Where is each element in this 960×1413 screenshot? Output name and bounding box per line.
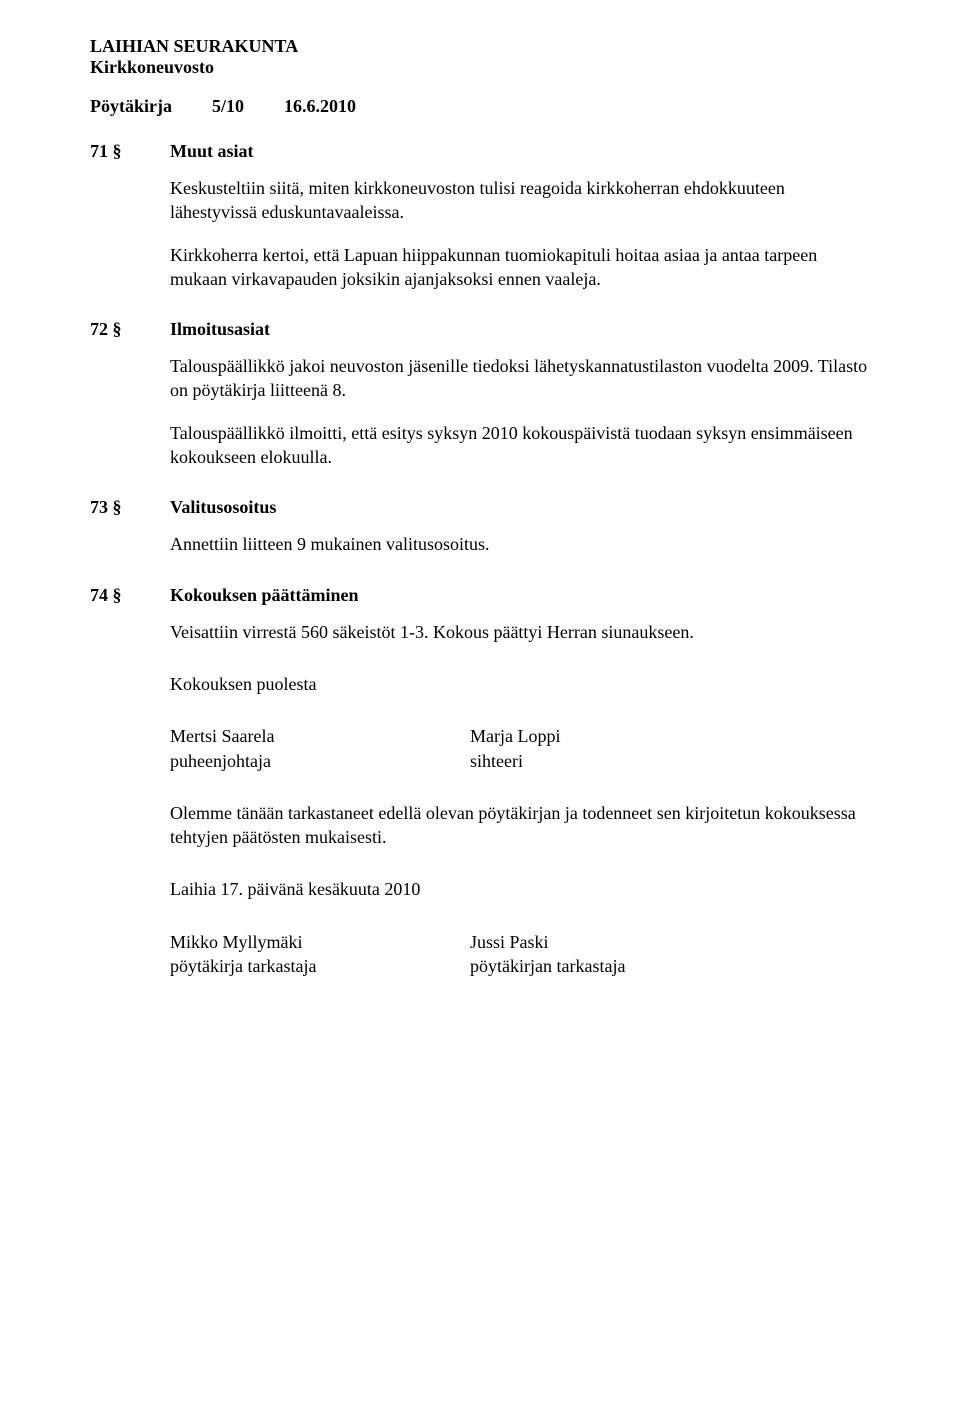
closing-on-behalf: Kokouksen puolesta	[170, 672, 870, 696]
section-paragraph: Talouspäällikkö ilmoitti, että esitys sy…	[170, 421, 870, 470]
section-title: Ilmoitusasiat	[170, 319, 270, 340]
section-number: 73 §	[90, 497, 170, 518]
section-title: Valitusosoitus	[170, 497, 276, 518]
section-title: Kokouksen päättäminen	[170, 585, 359, 606]
signer-name: Marja Loppi	[470, 724, 770, 748]
signature-row-1: Mertsi Saarela puheenjohtaja Marja Loppi…	[170, 724, 870, 773]
section-paragraph: Keskusteltiin siitä, miten kirkkoneuvost…	[170, 176, 870, 225]
signer-role: pöytäkirja tarkastaja	[170, 954, 470, 978]
attestation-text: Olemme tänään tarkastaneet edellä olevan…	[170, 801, 870, 850]
doc-number: 5/10	[212, 96, 244, 117]
section-paragraph: Annettiin liitteen 9 mukainen valitusoso…	[170, 532, 870, 556]
signature-row-2: Mikko Myllymäki pöytäkirja tarkastaja Ju…	[170, 930, 870, 979]
doc-type: Pöytäkirja	[90, 96, 172, 117]
document-page: LAIHIAN SEURAKUNTA Kirkkoneuvosto Pöytäk…	[0, 0, 960, 1066]
section-73: 73 § Valitusosoitus Annettiin liitteen 9…	[90, 497, 870, 556]
section-74: 74 § Kokouksen päättäminen Veisattiin vi…	[90, 585, 870, 644]
section-72: 72 § Ilmoitusasiat Talouspäällikkö jakoi…	[90, 319, 870, 469]
signer-name: Jussi Paski	[470, 930, 770, 954]
doc-meta: Pöytäkirja 5/10 16.6.2010	[90, 96, 870, 117]
section-71: 71 § Muut asiat Keskusteltiin siitä, mit…	[90, 141, 870, 291]
signer-name: Mertsi Saarela	[170, 724, 470, 748]
place-date: Laihia 17. päivänä kesäkuuta 2010	[170, 877, 870, 901]
section-number: 72 §	[90, 319, 170, 340]
section-number: 71 §	[90, 141, 170, 162]
org-suborg: Kirkkoneuvosto	[90, 57, 870, 78]
signer-role: pöytäkirjan tarkastaja	[470, 954, 770, 978]
section-paragraph: Kirkkoherra kertoi, että Lapuan hiippaku…	[170, 243, 870, 292]
section-title: Muut asiat	[170, 141, 254, 162]
org-name: LAIHIAN SEURAKUNTA	[90, 36, 870, 57]
signer-name: Mikko Myllymäki	[170, 930, 470, 954]
section-paragraph: Veisattiin virrestä 560 säkeistöt 1-3. K…	[170, 620, 870, 644]
signer-role: puheenjohtaja	[170, 749, 470, 773]
doc-date: 16.6.2010	[284, 96, 356, 117]
section-number: 74 §	[90, 585, 170, 606]
section-paragraph: Talouspäällikkö jakoi neuvoston jäsenill…	[170, 354, 870, 403]
signer-role: sihteeri	[470, 749, 770, 773]
